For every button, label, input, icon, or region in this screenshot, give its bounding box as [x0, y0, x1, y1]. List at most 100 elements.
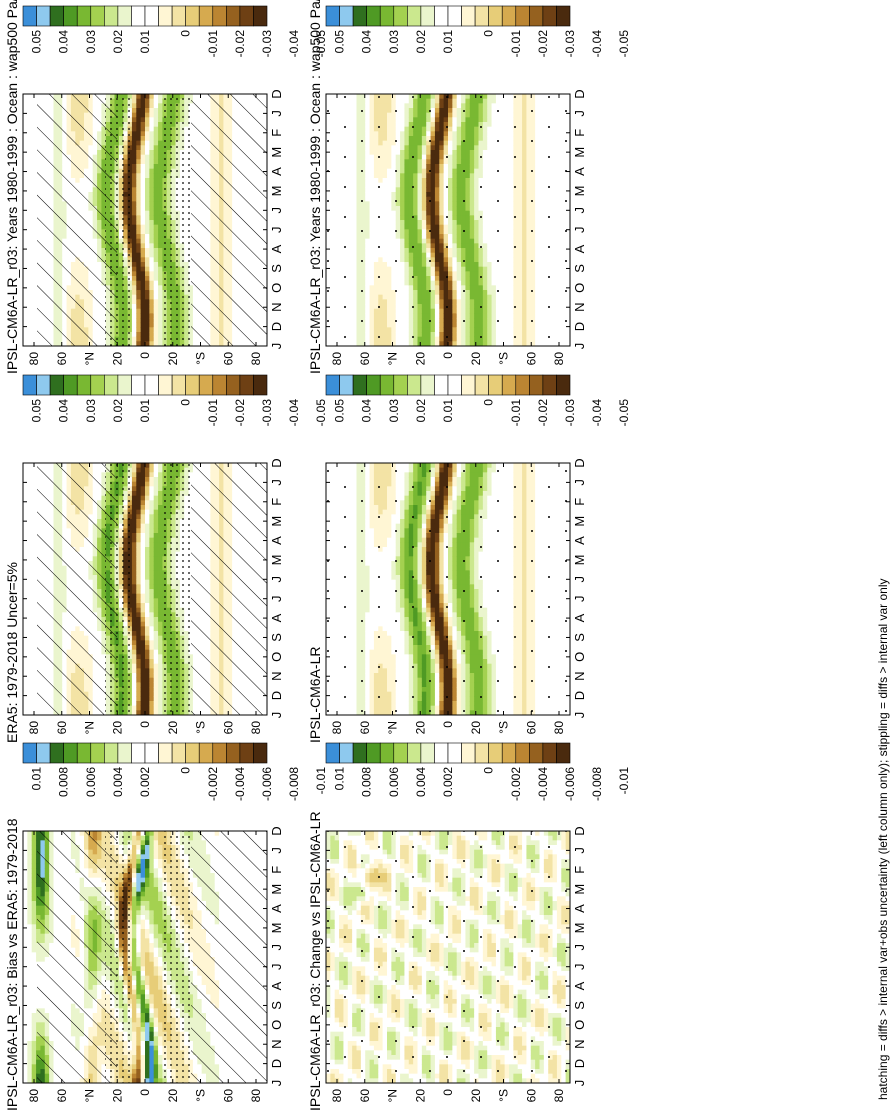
field-cell: [158, 294, 163, 300]
field-cell: [145, 126, 150, 132]
lat-label: 60: [55, 352, 69, 366]
field-cell: [149, 243, 155, 249]
field-cell: [27, 266, 33, 272]
field-cell: [27, 178, 33, 184]
field-cell: [23, 262, 28, 268]
field-cell: [131, 94, 137, 100]
field-cell: [23, 266, 28, 272]
field-cell: [153, 234, 159, 240]
field-cell: [131, 168, 137, 174]
field-cell: [27, 332, 33, 338]
field-cell: [158, 308, 163, 314]
field-cell: [23, 322, 28, 328]
colorbar-swatch: [90, 5, 105, 27]
field-cell: [140, 262, 146, 268]
colorbar-swatch: [185, 5, 200, 27]
field-cell: [136, 224, 142, 230]
field-cell: [131, 280, 137, 286]
field-cell: [23, 299, 28, 305]
lat-label: 60: [221, 352, 235, 366]
field-cell: [23, 126, 28, 132]
field-cell: [27, 313, 33, 319]
field-cell: [158, 238, 163, 244]
colorbar-swatch: [76, 5, 92, 27]
field-cell: [153, 126, 159, 132]
field-cell: [27, 108, 33, 114]
field-cell: [145, 294, 150, 300]
field-cell: [145, 290, 150, 296]
field-cell: [131, 117, 137, 123]
field-cell: [31, 262, 37, 268]
field-cell: [136, 257, 142, 263]
field-cell: [158, 341, 163, 347]
colorbar-label: -0.04: [287, 30, 301, 58]
field-cell: [149, 140, 155, 146]
field-cell: [131, 336, 137, 342]
field-cell: [136, 248, 142, 254]
field-cell: [145, 220, 150, 226]
colorbar-label: 0.02: [414, 30, 428, 54]
field-cell: [27, 299, 33, 305]
field-cell: [149, 234, 155, 240]
field-cell: [145, 196, 150, 202]
field-cell: [31, 159, 37, 165]
field-cell: [158, 336, 163, 342]
colorbar-swatch: [407, 5, 422, 27]
field-cell: [149, 224, 155, 230]
field-cell: [23, 257, 28, 263]
field-cell: [27, 136, 33, 142]
field-cell: [131, 257, 137, 263]
field-cell: [23, 308, 28, 314]
field-cell: [27, 150, 33, 156]
field-cell: [31, 140, 37, 146]
field-cell: [149, 182, 155, 188]
field-cell: [27, 229, 33, 235]
colorbar-swatch: [393, 5, 408, 27]
field-cell: [23, 294, 28, 300]
field-cell: [145, 201, 150, 207]
field-cell: [145, 224, 150, 230]
field-cell: [136, 285, 142, 291]
field-cell: [149, 299, 155, 305]
field-cell: [149, 266, 155, 272]
field-cell: [136, 341, 142, 347]
field-cell: [153, 196, 159, 202]
field-cell: [27, 126, 33, 132]
field-cell: [23, 187, 28, 193]
field-cell: [153, 341, 159, 347]
field-cell: [27, 238, 33, 244]
field-cell: [158, 98, 163, 104]
field-cell: [145, 285, 150, 291]
field-cell: [145, 168, 150, 174]
field-cell: [31, 112, 37, 118]
field-cell: [149, 98, 155, 104]
field-cell: [23, 224, 28, 230]
field-cell: [131, 290, 137, 296]
field-cell: [27, 308, 33, 314]
field-cell: [158, 164, 163, 170]
field-cell: [23, 136, 28, 142]
field-cell: [145, 159, 150, 165]
month-label: J: [269, 207, 284, 214]
field-cell: [149, 252, 155, 258]
field-cell: [153, 327, 159, 333]
field-cell: [158, 248, 163, 254]
field-cell: [136, 164, 142, 170]
field-cell: [136, 159, 142, 165]
field-cell: [27, 336, 33, 342]
stippling-overlay: [105, 94, 131, 346]
field-cell: [149, 159, 155, 165]
field-cell: [153, 145, 159, 151]
field-cell: [149, 308, 155, 314]
field-cell: [149, 210, 155, 216]
colorbar-swatch: [144, 5, 159, 27]
field-cell: [140, 150, 146, 156]
field-cell: [27, 103, 33, 109]
field-cell: [31, 98, 37, 104]
field-cell: [31, 243, 37, 249]
field-cell: [140, 117, 146, 123]
field-cell: [27, 257, 33, 263]
month-label: J: [269, 226, 284, 233]
field-cell: [153, 332, 159, 338]
field-cell: [145, 131, 150, 137]
